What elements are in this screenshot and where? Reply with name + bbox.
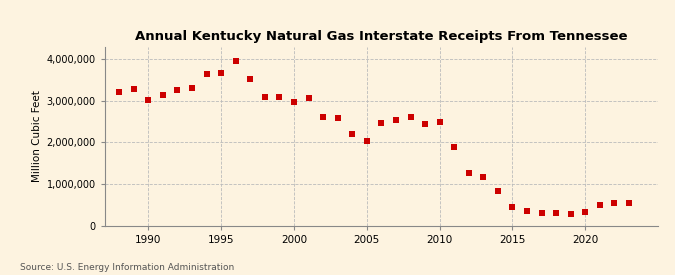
Point: [303, 96, 314, 100]
Point: [493, 189, 504, 194]
Point: [245, 76, 256, 81]
Point: [463, 170, 474, 175]
Point: [332, 116, 343, 120]
Point: [536, 210, 547, 215]
Point: [143, 97, 154, 102]
Point: [216, 71, 227, 76]
Point: [186, 86, 197, 90]
Point: [580, 210, 591, 214]
Point: [230, 59, 241, 64]
Point: [259, 95, 270, 100]
Point: [624, 201, 634, 205]
Point: [609, 201, 620, 205]
Point: [522, 209, 533, 214]
Point: [347, 132, 358, 136]
Point: [391, 118, 402, 123]
Point: [405, 115, 416, 119]
Point: [274, 95, 285, 100]
Point: [318, 115, 329, 119]
Point: [172, 88, 183, 92]
Point: [128, 87, 139, 91]
Point: [595, 203, 605, 207]
Point: [201, 72, 212, 76]
Point: [478, 175, 489, 180]
Title: Annual Kentucky Natural Gas Interstate Receipts From Tennessee: Annual Kentucky Natural Gas Interstate R…: [135, 30, 628, 43]
Point: [566, 212, 576, 216]
Point: [361, 139, 372, 143]
Text: Source: U.S. Energy Information Administration: Source: U.S. Energy Information Administ…: [20, 263, 234, 271]
Point: [157, 93, 168, 97]
Y-axis label: Million Cubic Feet: Million Cubic Feet: [32, 90, 42, 182]
Point: [420, 122, 431, 126]
Point: [507, 205, 518, 209]
Point: [551, 211, 562, 215]
Point: [114, 90, 125, 95]
Point: [434, 120, 445, 124]
Point: [376, 121, 387, 125]
Point: [449, 145, 460, 149]
Point: [289, 100, 300, 105]
